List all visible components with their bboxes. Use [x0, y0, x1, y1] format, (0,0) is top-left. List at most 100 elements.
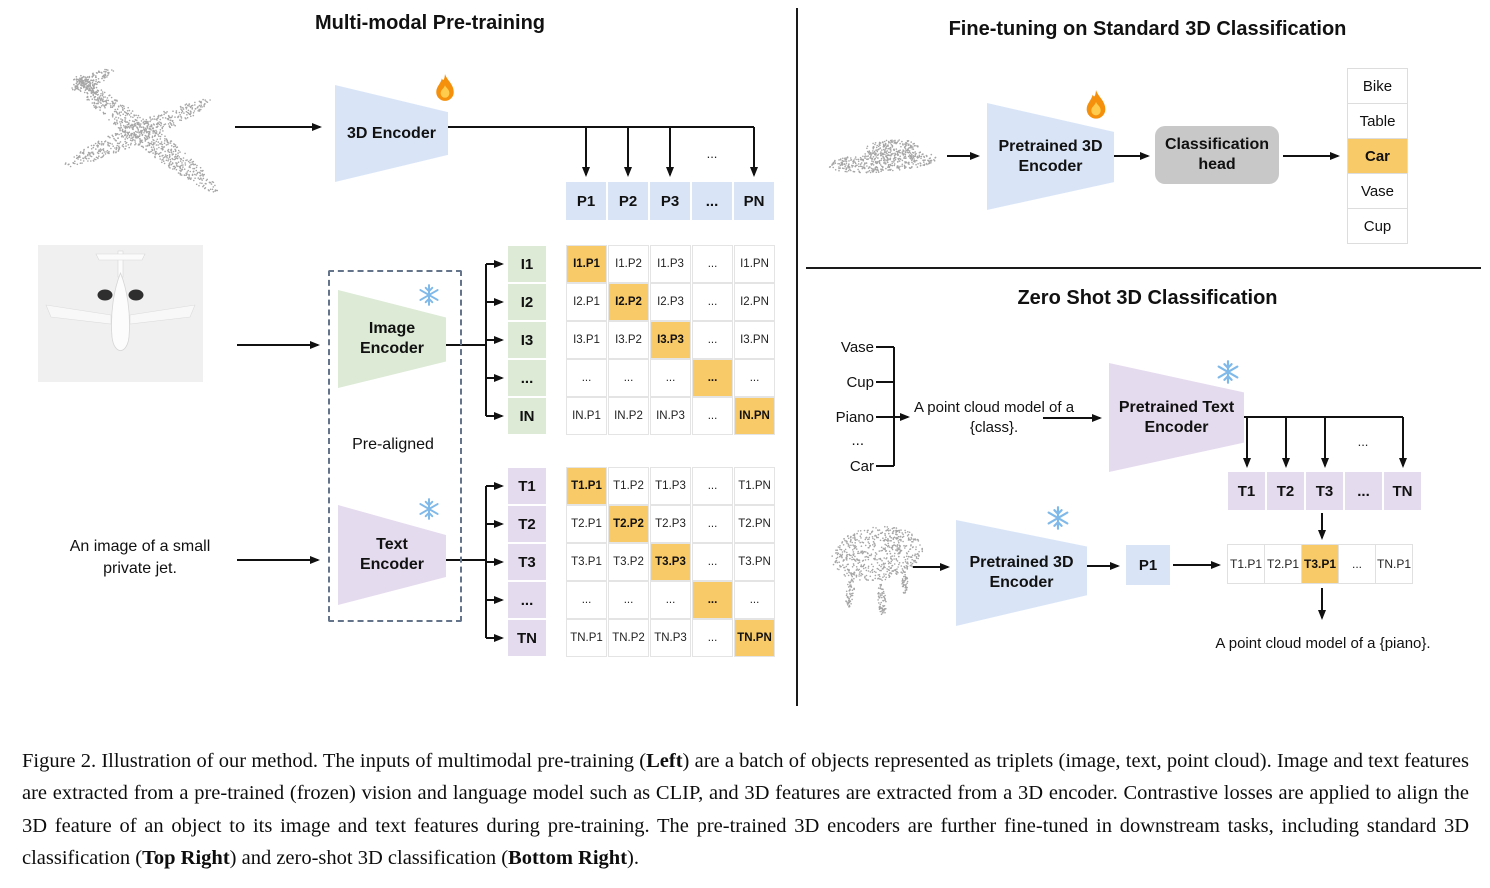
t-label: T3	[508, 544, 546, 580]
matrix-cell: IN.PN	[734, 397, 775, 435]
caption-bold-top-right: Top Right	[142, 847, 230, 869]
matrix-cell: T2.P3	[650, 505, 691, 543]
caption-segment: ) and zero-shot 3D classification (	[230, 847, 508, 869]
i-label: I3	[508, 322, 546, 358]
matrix-cell: ...	[692, 283, 733, 321]
matrix-cell: I1.P2	[608, 245, 649, 283]
matrix-cell: I3.PN	[734, 321, 775, 359]
similarity-cell: ...	[1338, 544, 1376, 584]
matrix-cell: T1.PN	[734, 467, 775, 505]
matrix-cell: T2.P1	[566, 505, 607, 543]
t-label: T1	[508, 468, 546, 504]
matrix-cell: ...	[650, 581, 691, 619]
t-label: TN	[508, 620, 546, 656]
matrix-cell: ...	[692, 581, 733, 619]
caption-bold-bottom-right: Bottom Right	[508, 847, 627, 869]
class-item: Cup	[1347, 208, 1408, 244]
matrix-cell: T1.P2	[608, 467, 649, 505]
snowflake-icon	[1216, 360, 1240, 384]
matrix-cell: TN.PN	[734, 619, 775, 657]
p1-feature-cell: P1	[1126, 545, 1170, 585]
matrix-cell: I2.P2	[608, 283, 649, 321]
t-label: T2	[508, 506, 546, 542]
similarity-cell-matched: T3.P1	[1301, 544, 1339, 584]
zs-t-cell: T1	[1228, 472, 1265, 510]
matrix-cell: ...	[692, 397, 733, 435]
matrix-cell: IN.P3	[650, 397, 691, 435]
horizontal-divider	[806, 267, 1481, 269]
zeroshot-title: Zero Shot 3D Classification	[820, 287, 1475, 310]
matrix-cell: I3.P2	[608, 321, 649, 359]
matrix-cell: I3.P1	[566, 321, 607, 359]
snowflake-icon	[418, 284, 440, 306]
matrix-cell: TN.P3	[650, 619, 691, 657]
i-label: I2	[508, 284, 546, 320]
matrix-cell: T3.P1	[566, 543, 607, 581]
similarity-cell: T1.P1	[1227, 544, 1265, 584]
zs-t-cell: TN	[1384, 472, 1421, 510]
matrix-cell: ...	[692, 467, 733, 505]
class-item: Vase	[1347, 173, 1408, 209]
zs-class: Cup	[808, 373, 874, 393]
matrix-cell: ...	[692, 359, 733, 397]
matrix-cell: T3.P2	[608, 543, 649, 581]
matrix-cell: ...	[566, 359, 607, 397]
matrix-cell: T1.P1	[566, 467, 607, 505]
pre-aligned-label: Pre-aligned	[330, 434, 456, 456]
finetune-title: Fine-tuning on Standard 3D Classificatio…	[820, 18, 1475, 41]
matrix-cell: I1.P3	[650, 245, 691, 283]
figure-2: Multi-modal Pre-training An image of a s…	[0, 0, 1490, 888]
piano-point-cloud	[825, 510, 935, 620]
zs-t-cell: ...	[1345, 472, 1382, 510]
fire-icon	[1082, 90, 1110, 122]
matrix-cell: ...	[734, 359, 775, 397]
matrix-cell: I1.PN	[734, 245, 775, 283]
matrix-cell: T3.P3	[650, 543, 691, 581]
fire-icon	[432, 74, 458, 104]
ellipsis: ...	[808, 431, 864, 451]
snowflake-icon	[418, 498, 440, 520]
vertical-divider	[796, 8, 798, 706]
matrix-cell: IN.P2	[608, 397, 649, 435]
p-cell: ...	[692, 182, 732, 220]
car-point-cloud	[825, 128, 945, 188]
matrix-cell: ...	[566, 581, 607, 619]
prompt-text: A point cloud model of a {class}.	[908, 398, 1080, 439]
class-item: Table	[1347, 103, 1408, 139]
i-label: ...	[508, 360, 546, 396]
p-cell: PN	[734, 182, 774, 220]
class-item: Bike	[1347, 68, 1408, 104]
matrix-cell: TN.P1	[566, 619, 607, 657]
i-label: I1	[508, 246, 546, 282]
zeroshot-result-text: A point cloud model of a {piano}.	[1207, 634, 1439, 654]
zs-class: Vase	[808, 338, 874, 358]
airplane-point-cloud	[40, 50, 240, 220]
zs-t-cell: T2	[1267, 472, 1304, 510]
p-cell: P2	[608, 182, 648, 220]
class-item-predicted: Car	[1347, 138, 1408, 174]
pretraining-title: Multi-modal Pre-training	[225, 12, 635, 35]
matrix-cell: I2.PN	[734, 283, 775, 321]
ellipsis: ...	[1348, 434, 1378, 449]
matrix-cell: ...	[608, 581, 649, 619]
matrix-cell: I1.P1	[566, 245, 607, 283]
p-cell: P1	[566, 182, 606, 220]
snowflake-icon	[1046, 506, 1070, 530]
matrix-cell: ...	[692, 543, 733, 581]
zs-t-cell: T3	[1306, 472, 1343, 510]
figure-caption: Figure 2. Illustration of our method. Th…	[22, 745, 1469, 875]
matrix-cell: T1.P3	[650, 467, 691, 505]
i-label: IN	[508, 398, 546, 434]
ellipsis: ...	[698, 146, 726, 161]
matrix-cell: ...	[692, 245, 733, 283]
similarity-cell: T2.P1	[1264, 544, 1302, 584]
classification-head: Classification head	[1155, 126, 1279, 184]
matrix-cell: ...	[650, 359, 691, 397]
matrix-cell: T2.P2	[608, 505, 649, 543]
matrix-cell: T3.PN	[734, 543, 775, 581]
t-label: ...	[508, 582, 546, 618]
caption-segment: ).	[627, 847, 639, 869]
matrix-cell: I3.P3	[650, 321, 691, 359]
zs-class: Piano	[808, 408, 874, 428]
text-input-caption: An image of a small private jet.	[45, 536, 235, 579]
